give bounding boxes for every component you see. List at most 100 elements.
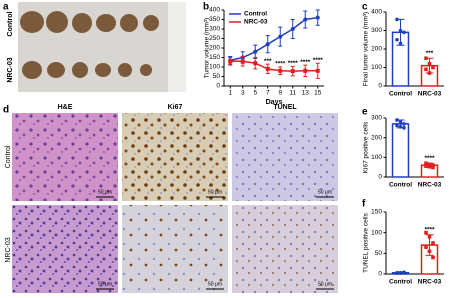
data-point — [398, 28, 403, 33]
x-tick-label: 11 — [289, 90, 296, 97]
panel-label: d — [3, 105, 9, 116]
data-point — [431, 65, 435, 70]
x-tick-label: NRC-03 — [418, 91, 442, 98]
x-tick-label: 5 — [253, 90, 257, 97]
panel-label: b — [203, 2, 209, 13]
panel-label: c — [362, 2, 368, 13]
point — [303, 17, 308, 22]
x-tick-label: 1 — [228, 90, 232, 97]
significance: **** — [288, 60, 299, 67]
data-point — [431, 163, 435, 167]
significance: *** — [264, 58, 272, 65]
y-tick-label: 200 — [209, 45, 220, 52]
data-point — [427, 164, 432, 169]
data-point — [398, 125, 403, 129]
row-label: Control — [7, 12, 14, 37]
scale-label: 50 μm — [318, 189, 332, 195]
scale-label: 50 μm — [98, 281, 112, 287]
y-tick-label: 250 — [209, 35, 220, 42]
point — [253, 49, 258, 54]
point — [278, 68, 283, 73]
x-tick-label: 7 — [266, 90, 270, 97]
data-point — [427, 162, 432, 167]
data-point — [424, 230, 428, 235]
data-point — [427, 235, 432, 239]
significance: **** — [313, 57, 324, 64]
y-tick-label: 300 — [371, 115, 382, 122]
data-point — [424, 56, 428, 61]
y-tick-label: 400 — [209, 7, 220, 14]
bar — [391, 123, 410, 178]
scale-labels: 50 μm 50 μm 50 μm 50 μm 50 μm 50 μm — [98, 189, 332, 287]
point — [278, 34, 283, 39]
x-tick-label: Control — [389, 182, 412, 189]
point — [253, 61, 258, 66]
y-tick-label: 300 — [209, 26, 220, 33]
data-point — [402, 122, 406, 126]
ki67-image — [122, 205, 228, 293]
x-tick-label: NRC-03 — [418, 279, 442, 286]
series-line — [230, 60, 318, 72]
tunel-image — [232, 113, 338, 201]
point — [240, 59, 245, 64]
scale-label: 50 μm — [98, 189, 112, 195]
data-point — [424, 164, 428, 168]
data-point — [395, 118, 399, 122]
data-point — [427, 249, 432, 254]
column-label: H&E — [58, 104, 73, 111]
y-tick-label: 100 — [371, 229, 382, 236]
row-label: NRC-03 — [7, 57, 14, 82]
row-label: Control — [5, 145, 12, 168]
y-tick-label: 200 — [371, 46, 382, 53]
column-label: Ki67 — [168, 104, 183, 111]
y-tick-label: 400 — [371, 9, 382, 16]
x-tick-label: 15 — [314, 90, 322, 97]
y-tick-label: 0 — [378, 83, 382, 90]
he-image — [12, 205, 118, 293]
point — [315, 68, 320, 73]
row-label: NRC-03 — [5, 237, 12, 262]
tumors — [20, 11, 159, 79]
significance: *** — [426, 50, 434, 57]
legend-label: Control — [244, 11, 267, 18]
x-axis-label: Days — [266, 99, 283, 106]
significance: **** — [424, 155, 435, 162]
data-point — [427, 71, 432, 75]
data-point — [398, 120, 403, 124]
y-tick-label: 50 — [213, 73, 221, 80]
point — [303, 68, 308, 73]
data-point — [395, 123, 399, 128]
scale-label: 50 μm — [208, 281, 222, 287]
point — [290, 27, 295, 31]
x-tick-label: 13 — [302, 90, 310, 97]
data-point — [402, 126, 406, 130]
data-point — [402, 30, 406, 35]
y-tick-label: 0 — [378, 271, 382, 278]
y-tick-label: 300 — [371, 27, 382, 34]
y-axis-label: TUNEL positive cells — [363, 212, 370, 272]
y-tick-label: 0 — [378, 174, 382, 181]
data-point — [431, 165, 435, 170]
data-point — [427, 62, 432, 66]
significance: **** — [300, 59, 311, 66]
he-image — [12, 113, 118, 201]
point — [265, 42, 270, 47]
scale-label: 50 μm — [208, 189, 222, 195]
y-axis-label: Tumor volume (mm³) — [204, 18, 211, 78]
data-point — [402, 270, 406, 275]
panel-label: f — [362, 199, 366, 210]
point — [315, 15, 320, 20]
x-tick-label: NRC-03 — [418, 182, 442, 189]
y-axis-label: Final tumor volume (mm³) — [363, 12, 370, 86]
x-tick-label: 9 — [278, 90, 282, 97]
y-tick-label: 100 — [371, 64, 382, 71]
data-point — [395, 17, 399, 22]
data-point — [424, 161, 428, 166]
y-tick-label: 100 — [209, 64, 220, 71]
y-tick-label: 100 — [371, 154, 382, 161]
panel-label: e — [362, 107, 368, 118]
point — [265, 66, 270, 71]
data-point — [431, 255, 435, 260]
data-point — [398, 41, 403, 46]
